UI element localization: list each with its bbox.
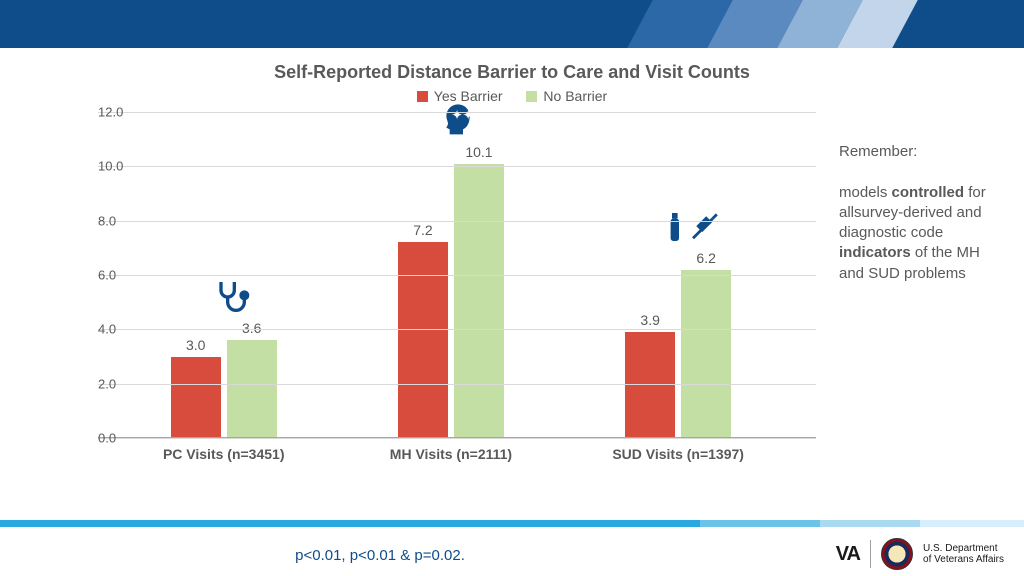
head-icon: ✦✦ <box>438 101 478 146</box>
legend-label-no: No Barrier <box>543 88 607 104</box>
p-values: p<0.01, p<0.01 & p=0.02. <box>0 547 760 564</box>
slide: Self-Reported Distance Barrier to Care a… <box>0 0 1024 576</box>
bar-value-label: 7.2 <box>413 222 432 238</box>
bar-no: 3.6 <box>227 340 277 438</box>
bar-yes: 3.9 <box>625 332 675 438</box>
stethoscope-icon <box>211 277 251 322</box>
chart-title: Self-Reported Distance Barrier to Care a… <box>0 62 1024 83</box>
bar-no: 10.1 <box>454 164 504 438</box>
legend-swatch-no <box>526 91 537 102</box>
y-tick-label: 6.0 <box>98 268 108 283</box>
svg-text:✦✦: ✦✦ <box>451 107 473 122</box>
category-label: SUD Visits (n=1397) <box>612 446 744 462</box>
y-tick-label: 10.0 <box>98 159 108 174</box>
y-tick-label: 2.0 <box>98 376 108 391</box>
y-tick-label: 8.0 <box>98 213 108 228</box>
bar-value-label: 3.6 <box>242 320 261 336</box>
bar-yes: 7.2 <box>398 242 448 438</box>
bar-yes: 3.0 <box>171 357 221 439</box>
va-seal-icon <box>881 538 913 570</box>
bar-no: 6.2 <box>681 270 731 438</box>
category-label: MH Visits (n=2111) <box>390 446 512 462</box>
side-note: Remember: models controlled for allsurve… <box>839 142 1004 284</box>
y-tick-label: 12.0 <box>98 105 108 120</box>
accent-bar <box>0 520 1024 527</box>
y-tick-label: 0.0 <box>98 431 108 446</box>
category-label: PC Visits (n=3451) <box>163 446 285 462</box>
bar-value-label: 6.2 <box>696 250 715 266</box>
y-tick-label: 4.0 <box>98 322 108 337</box>
bottle-syringe-icon <box>665 207 721 252</box>
bar-value-label: 3.0 <box>186 337 205 353</box>
legend-swatch-yes <box>417 91 428 102</box>
footer: VA U.S. Department of Veterans Affairs <box>836 538 1004 570</box>
note-line1: Remember: <box>839 142 1004 162</box>
bar-value-label: 10.1 <box>465 144 492 160</box>
note-body: models controlled for allsurvey-derived … <box>839 183 1004 284</box>
legend-no: No Barrier <box>526 88 607 104</box>
chart-legend: Yes Barrier No Barrier <box>0 88 1024 105</box>
footer-divider <box>870 540 871 568</box>
bar-value-label: 3.9 <box>640 312 659 328</box>
footer-dept: U.S. Department of Veterans Affairs <box>923 543 1004 565</box>
va-logo-text: VA <box>836 543 860 566</box>
chart-plot: 3.03.6PC Visits (n=3451)7.210.1MH Visits… <box>56 106 816 466</box>
